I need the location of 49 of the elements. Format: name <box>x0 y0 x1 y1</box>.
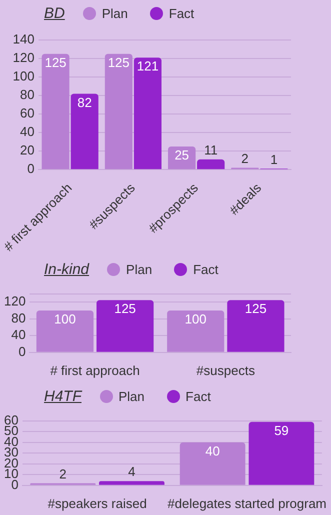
bar <box>197 159 225 170</box>
legend-label: Fact <box>186 388 211 404</box>
bar <box>180 442 246 485</box>
bar <box>104 54 132 170</box>
y-tick-label: 120 <box>4 294 26 309</box>
legend-label: Plan <box>102 6 128 20</box>
data-label: 125 <box>108 54 130 70</box>
y-tick-label: 80 <box>20 87 35 102</box>
y-tick-label: 100 <box>12 68 35 84</box>
bar <box>70 94 98 170</box>
y-tick-label: 140 <box>12 32 35 47</box>
data-label: 2 <box>241 150 249 166</box>
data-label: 82 <box>77 94 92 110</box>
x-tick-label: #speakers raised <box>48 496 147 511</box>
x-tick-label: # first approach <box>50 362 140 378</box>
data-label: 125 <box>44 54 66 70</box>
legend-label: Plan <box>118 388 145 404</box>
chart-title: H4TF <box>44 388 82 404</box>
bar <box>134 58 162 170</box>
data-label: 1 <box>270 152 278 167</box>
data-label: 40 <box>205 443 220 458</box>
data-label: 100 <box>54 312 76 327</box>
data-label: 121 <box>136 58 159 74</box>
x-tick-label: #suspects <box>196 362 256 378</box>
bar <box>248 422 314 485</box>
chart-title: In-kind <box>44 260 90 278</box>
y-tick-label: 120 <box>12 50 35 66</box>
data-label: 4 <box>128 464 136 480</box>
data-label: 11 <box>204 142 218 158</box>
legend-label: Fact <box>193 262 218 276</box>
data-label: 2 <box>59 466 66 482</box>
y-tick-label: 0 <box>27 161 35 176</box>
y-tick-label: 40 <box>11 327 26 342</box>
y-tick-label: 80 <box>11 310 26 326</box>
legend-label: Fact <box>168 6 194 20</box>
y-tick-label: 0 <box>18 344 26 359</box>
data-label: 59 <box>274 422 289 438</box>
bar <box>42 54 70 170</box>
x-tick-label: #delegates started program <box>168 496 326 511</box>
data-label: 125 <box>244 301 267 316</box>
data-label: 25 <box>174 148 190 163</box>
bar <box>99 481 164 485</box>
legend-label: Plan <box>126 262 152 276</box>
y-tick-label: 40 <box>20 124 35 140</box>
data-label: 100 <box>184 312 206 327</box>
data-label: 125 <box>114 301 136 316</box>
y-tick-label: 60 <box>20 106 35 121</box>
chart-title: BD <box>44 4 65 22</box>
y-tick-label: 20 <box>20 142 35 158</box>
